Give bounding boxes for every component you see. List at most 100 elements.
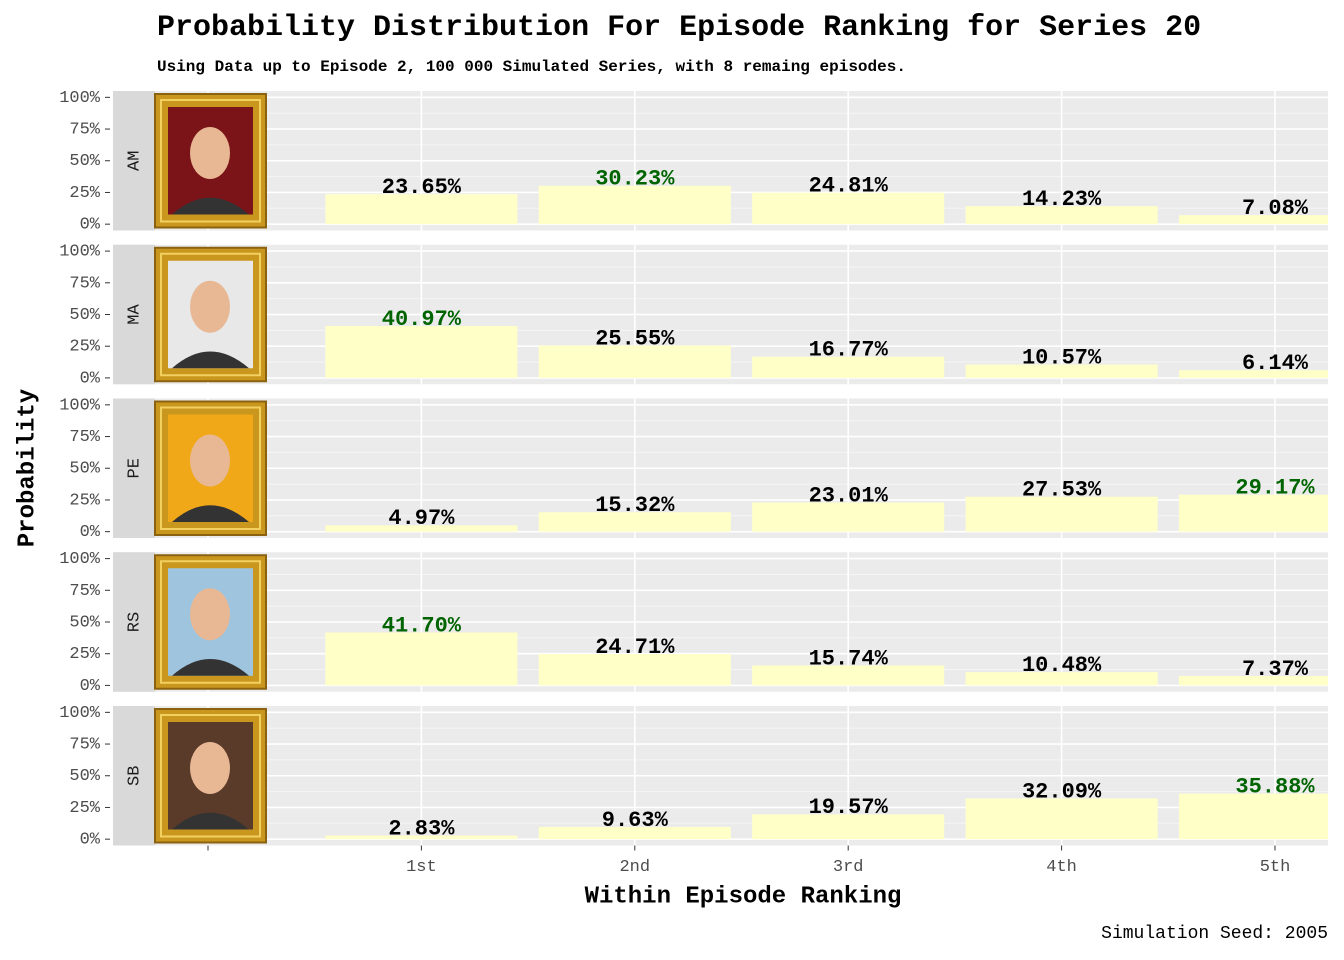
value-label: 40.97% xyxy=(382,307,462,332)
y-tick-label: 0% xyxy=(80,677,101,696)
y-tick-label: 100% xyxy=(59,243,101,262)
y-tick-label: 0% xyxy=(80,216,101,235)
y-tick-label: 25% xyxy=(69,645,100,664)
value-label: 15.32% xyxy=(595,493,675,518)
y-tick-label: 100% xyxy=(59,396,101,415)
strip-label: PE xyxy=(125,458,144,478)
y-tick-label: 25% xyxy=(69,184,100,203)
portrait-body xyxy=(172,812,249,830)
bar xyxy=(965,672,1158,686)
bar xyxy=(965,496,1158,532)
y-tick-label: 0% xyxy=(80,831,101,850)
value-label: 23.65% xyxy=(382,175,462,200)
portrait-face xyxy=(190,434,230,487)
portrait-frame-inner xyxy=(160,714,261,838)
bar xyxy=(1178,793,1328,840)
bar xyxy=(965,798,1158,840)
portrait-frame-inner xyxy=(160,406,261,530)
value-label: 24.71% xyxy=(595,635,675,660)
y-tick-label: 25% xyxy=(69,491,100,510)
value-label: 10.57% xyxy=(1022,345,1102,370)
value-label: 14.23% xyxy=(1022,187,1102,212)
y-tick-label: 50% xyxy=(69,306,100,325)
y-tick-label: 75% xyxy=(69,428,100,447)
bars xyxy=(325,185,1328,225)
bar xyxy=(752,356,945,378)
y-axis-title: Probability xyxy=(14,389,41,547)
x-axis-title: Within Episode Ranking xyxy=(585,883,902,910)
bars xyxy=(325,793,1328,840)
bar xyxy=(538,654,731,686)
bar xyxy=(538,185,731,225)
portrait-frame-inner xyxy=(160,99,261,223)
bar xyxy=(965,206,1158,225)
bar xyxy=(1178,676,1328,686)
y-tick-label: 0% xyxy=(80,369,101,388)
x-tick-label: 5th xyxy=(1260,858,1291,877)
value-label: 9.63% xyxy=(602,808,669,833)
bar xyxy=(1178,494,1328,532)
y-tick-label: 25% xyxy=(69,799,100,818)
portrait-face xyxy=(190,280,230,333)
value-label: 15.74% xyxy=(809,646,889,671)
strip-label: AM xyxy=(125,151,144,171)
x-tick-label: 4th xyxy=(1046,858,1077,877)
bars xyxy=(325,632,1328,686)
y-tick-label: 25% xyxy=(69,338,100,357)
y-tick-label: 75% xyxy=(69,582,100,601)
bar xyxy=(965,364,1158,378)
value-label: 16.77% xyxy=(809,337,889,362)
strip-label: RS xyxy=(125,612,144,632)
bars xyxy=(325,325,1328,378)
y-tick-label: 100% xyxy=(59,550,101,569)
portrait-face xyxy=(190,588,230,641)
portrait-face xyxy=(190,127,230,179)
bar xyxy=(752,665,945,686)
bar xyxy=(538,345,731,378)
portrait-body xyxy=(172,197,249,215)
caption: Simulation Seed: 2005 xyxy=(1101,924,1328,944)
y-tick-label: 100% xyxy=(59,89,101,108)
y-tick-label: 50% xyxy=(69,613,100,632)
x-tick-label: 2nd xyxy=(619,858,650,877)
value-label: 7.37% xyxy=(1242,657,1309,682)
bar xyxy=(325,632,518,686)
strip-background xyxy=(113,244,155,385)
bar xyxy=(325,835,518,840)
value-label: 25.55% xyxy=(595,326,675,351)
x-tick-label: 1st xyxy=(406,858,437,877)
bar xyxy=(752,814,945,840)
y-tick-label: 100% xyxy=(59,704,101,723)
bar xyxy=(538,512,731,532)
x-tick-label: 3rd xyxy=(833,858,864,877)
bar xyxy=(325,525,518,532)
value-label: 32.09% xyxy=(1022,779,1102,804)
bar xyxy=(752,502,945,532)
portrait-body xyxy=(172,351,249,369)
portrait-frame-inner xyxy=(160,560,261,684)
strip-label: MA xyxy=(125,304,144,325)
chart-subtitle: Using Data up to Episode 2, 100 000 Simu… xyxy=(157,58,906,76)
portrait-body xyxy=(172,505,249,522)
y-tick-label: 75% xyxy=(69,736,100,755)
value-label: 7.08% xyxy=(1242,196,1309,221)
y-tick-label: 75% xyxy=(69,274,100,293)
value-label: 2.83% xyxy=(388,816,455,841)
strip-background xyxy=(113,706,155,846)
portrait-frame-inner xyxy=(160,252,261,377)
value-label: 24.81% xyxy=(809,174,889,199)
strip-background xyxy=(113,552,155,692)
y-tick-label: 50% xyxy=(69,152,100,171)
value-label: 27.53% xyxy=(1022,478,1102,503)
portrait-face xyxy=(190,742,230,794)
y-tick-label: 75% xyxy=(69,121,100,140)
strip-background xyxy=(113,398,155,538)
value-label: 6.14% xyxy=(1242,351,1309,376)
strip-label: SB xyxy=(125,766,144,786)
bar xyxy=(538,826,731,840)
y-tick-label: 0% xyxy=(80,523,101,542)
bars xyxy=(325,494,1328,532)
value-label: 23.01% xyxy=(809,483,889,508)
value-label: 10.48% xyxy=(1022,653,1102,678)
